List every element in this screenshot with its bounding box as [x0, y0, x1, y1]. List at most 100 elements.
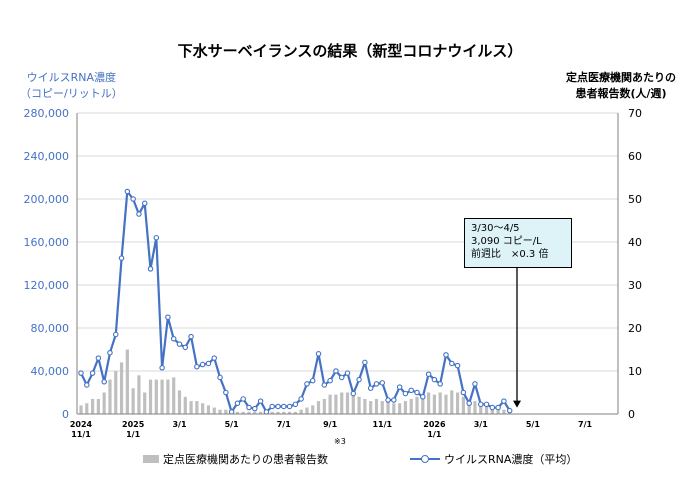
x-tick-label: 9/1 — [323, 420, 337, 429]
right-axis-label: 定点医療機関あたりの 患者報告数(人/週) — [566, 70, 676, 102]
bar — [96, 398, 100, 414]
data-point — [356, 376, 362, 383]
bar — [340, 392, 344, 414]
data-point — [275, 403, 281, 410]
bar — [461, 396, 465, 414]
bar — [143, 392, 147, 414]
bar — [241, 411, 245, 414]
bar — [386, 401, 390, 414]
legend-bars-label: 定点医療機関あたりの患者報告数 — [163, 453, 328, 466]
data-point — [495, 404, 501, 411]
bar — [172, 377, 176, 414]
data-point — [205, 360, 212, 367]
data-point — [118, 255, 125, 261]
bar — [473, 401, 477, 414]
bar — [166, 379, 170, 414]
data-point — [477, 401, 484, 408]
x-tick-label: 2024 — [70, 420, 93, 429]
left-tick-label: 200,000 — [24, 193, 70, 206]
bar — [177, 390, 182, 414]
bar — [79, 405, 83, 414]
data-point — [425, 371, 432, 377]
bar — [305, 407, 309, 414]
right-tick-label: 30 — [628, 279, 642, 292]
bar — [363, 398, 367, 414]
bar — [293, 411, 297, 414]
bar — [444, 394, 448, 414]
data-point — [501, 398, 507, 404]
data-point — [483, 401, 490, 408]
bar — [450, 390, 454, 414]
data-point — [136, 211, 142, 217]
data-point — [449, 360, 455, 367]
bar — [206, 405, 211, 414]
data-point — [379, 380, 386, 386]
data-point — [252, 405, 258, 412]
left-tick-label: 160,000 — [24, 236, 70, 249]
legend-line-swatch — [410, 455, 440, 463]
arrow-head — [513, 400, 521, 408]
data-point — [89, 370, 96, 376]
data-point — [101, 378, 107, 385]
data-point — [472, 381, 478, 387]
bar — [148, 379, 153, 414]
footnote-marker: ※3 — [334, 437, 346, 446]
series-line — [80, 190, 511, 413]
right-tick-label: 60 — [628, 150, 642, 163]
data-point — [408, 387, 414, 394]
x-tick-label: 3/1 — [474, 420, 488, 429]
data-point — [396, 384, 403, 390]
data-point — [211, 355, 218, 361]
bar — [467, 401, 471, 414]
bar — [398, 403, 402, 414]
data-point — [420, 394, 426, 400]
chart-title: 下水サーベイランスの結果（新型コロナウイルス） — [177, 42, 523, 60]
data-point — [391, 397, 397, 403]
data-point — [78, 370, 84, 376]
bar — [160, 379, 164, 414]
right-tick-label: 50 — [628, 193, 642, 206]
data-point — [443, 352, 449, 358]
data-point — [286, 403, 293, 410]
data-point — [333, 368, 339, 374]
left-tick-label: 0 — [62, 408, 69, 421]
legend-item-bars: 定点医療機関あたりの患者報告数 — [143, 451, 328, 467]
data-point — [141, 200, 148, 207]
x-tick-label: 7/1 — [578, 420, 592, 429]
data-point — [460, 389, 467, 396]
data-point — [176, 341, 183, 347]
callout-ratio: 前週比 ×0.3 倍 — [471, 249, 549, 260]
data-point — [454, 362, 461, 369]
data-point — [367, 385, 374, 391]
left-tick-label: 280,000 — [24, 107, 70, 120]
bar — [189, 401, 193, 414]
bar — [380, 401, 384, 414]
data-point — [309, 377, 316, 384]
data-point — [113, 331, 119, 338]
bar — [137, 375, 141, 414]
data-point — [489, 404, 496, 411]
data-point — [344, 370, 351, 376]
right-axis-label-line2: 患者報告数(人/週) — [575, 87, 667, 100]
bar — [502, 409, 506, 414]
bar — [183, 396, 187, 414]
right-tick-label: 0 — [628, 408, 635, 421]
bar — [351, 394, 355, 414]
data-point — [263, 409, 270, 415]
data-point — [437, 381, 443, 387]
left-axis-label-line2: （コピー/リットル） — [20, 87, 123, 100]
x-tick-label: 3/1 — [172, 420, 186, 429]
line-series-rna-concentration — [78, 188, 513, 415]
data-point — [257, 398, 264, 404]
bar — [328, 394, 332, 414]
x-tick-label: 7/1 — [277, 420, 291, 429]
right-tick-label: 20 — [628, 322, 642, 335]
bar — [438, 392, 442, 414]
bar — [282, 411, 286, 414]
x-tick-label: 2026 — [423, 420, 446, 429]
data-point — [124, 188, 131, 195]
bar — [357, 396, 361, 414]
data-point — [338, 374, 345, 381]
bar — [409, 398, 413, 414]
data-point — [304, 381, 310, 387]
